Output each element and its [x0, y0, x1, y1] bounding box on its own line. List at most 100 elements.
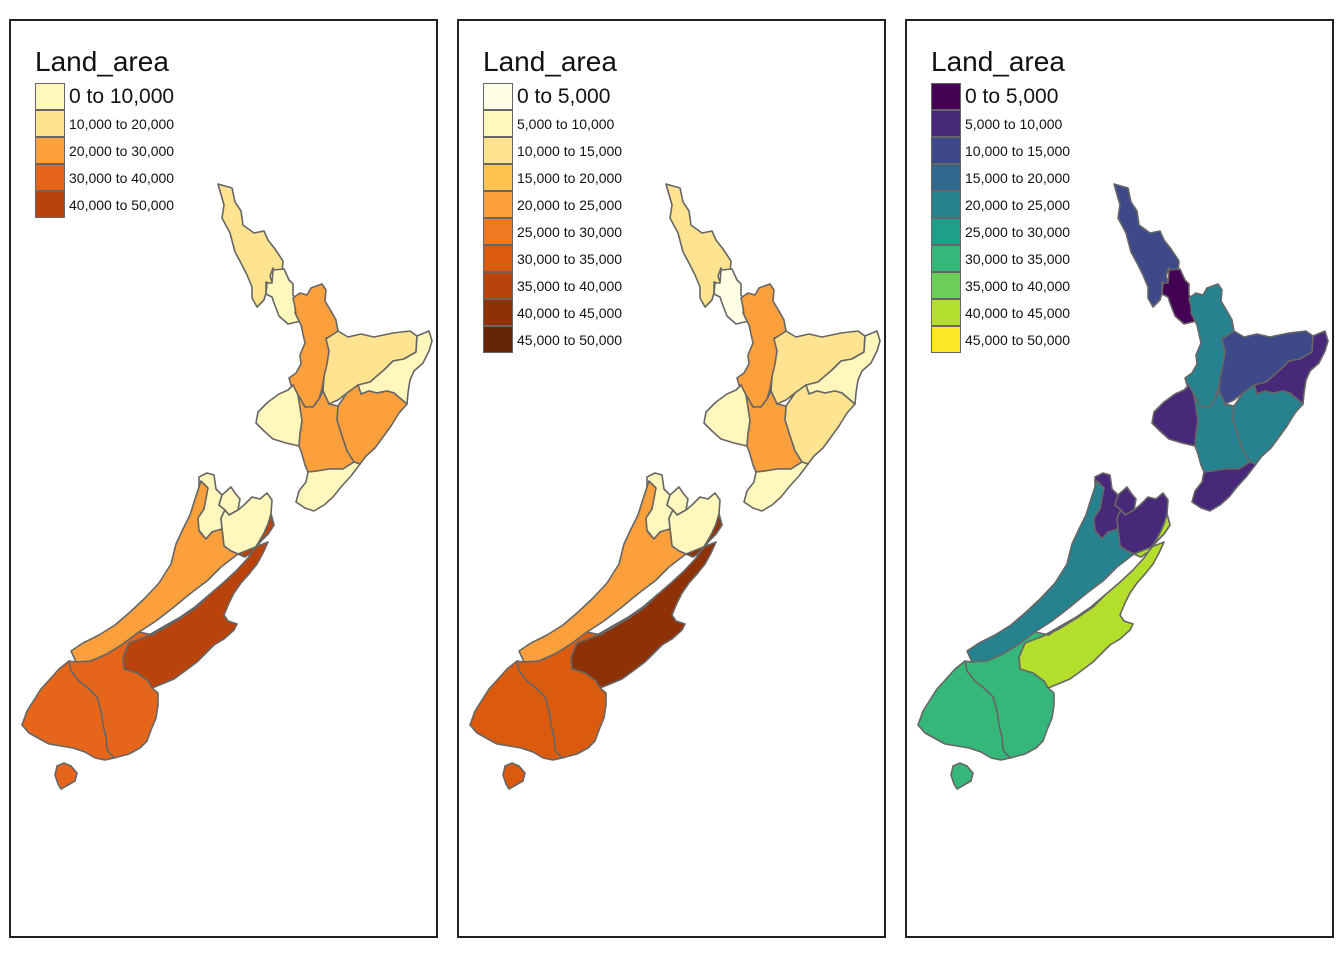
legend-label: 25,000 to 30,000: [965, 223, 1071, 240]
legend-label: 0 to 10,000: [69, 84, 175, 108]
legend-label: 30,000 to 35,000: [517, 250, 623, 267]
legend-swatch: [483, 164, 513, 191]
map-panel-3: Land_area 0 to 5,000 5,000 to 10,000 10,00…: [905, 19, 1334, 938]
legend-label: 35,000 to 40,000: [517, 277, 623, 294]
legend-item: 15,000 to 20,000: [931, 164, 1070, 191]
legend-swatch: [931, 137, 961, 164]
region-auckland: [1161, 268, 1198, 325]
legend-item: 10,000 to 15,000: [931, 137, 1070, 164]
legend-item: 20,000 to 25,000: [483, 191, 622, 218]
legend-item: 0 to 5,000: [931, 83, 1070, 110]
legend-item: 5,000 to 10,000: [931, 110, 1070, 137]
legend-swatch: [931, 245, 961, 272]
legend-swatch: [931, 272, 961, 299]
legend-swatch: [483, 245, 513, 272]
legend-swatch: [483, 191, 513, 218]
region-southland: [469, 660, 563, 761]
legend-title: Land_area: [35, 46, 169, 77]
legend-label: 35,000 to 40,000: [965, 277, 1071, 294]
legend-item: 35,000 to 40,000: [931, 272, 1070, 299]
legend-swatch: [483, 272, 513, 299]
legend-label: 5,000 to 10,000: [965, 115, 1063, 132]
legend-swatch: [483, 83, 513, 110]
legend-label: 20,000 to 25,000: [517, 196, 623, 213]
legend-item: 40,000 to 45,000: [931, 299, 1070, 326]
legend-swatch: [35, 191, 65, 218]
legend-item: 20,000 to 30,000: [35, 137, 174, 164]
legend-swatch: [483, 326, 513, 353]
legend-item: 40,000 to 45,000: [483, 299, 622, 326]
legend-2: Land_area 0 to 5,000 5,000 to 10,000 10,00…: [483, 45, 622, 353]
nz-map-2: [469, 183, 881, 790]
legend-label: 30,000 to 35,000: [965, 250, 1071, 267]
legend-swatch: [931, 164, 961, 191]
legend-item: 10,000 to 20,000: [35, 110, 174, 137]
legend-swatch: [931, 299, 961, 326]
legend-swatch: [35, 83, 65, 110]
legend-item: 5,000 to 10,000: [483, 110, 622, 137]
legend-swatch: [483, 137, 513, 164]
region-wellington: [743, 461, 809, 512]
legend-title: Land_area: [483, 46, 617, 77]
legend-title: Land_area: [931, 46, 1065, 77]
legend-swatch: [483, 110, 513, 137]
legend-swatch: [931, 191, 961, 218]
legend-label: 10,000 to 15,000: [517, 142, 623, 159]
legend-label: 20,000 to 25,000: [965, 196, 1071, 213]
legend-label: 30,000 to 40,000: [69, 169, 175, 186]
map-panel-2: Land_area 0 to 5,000 5,000 to 10,000 10,00…: [457, 19, 886, 938]
nz-map-1: [21, 183, 433, 790]
legend-item: 40,000 to 50,000: [35, 191, 174, 218]
legend-label: 15,000 to 20,000: [965, 169, 1071, 186]
legend-label: 40,000 to 45,000: [517, 304, 623, 321]
legend-label: 5,000 to 10,000: [517, 115, 615, 132]
legend-label: 25,000 to 30,000: [517, 223, 623, 240]
legend-item: 30,000 to 35,000: [931, 245, 1070, 272]
region-taranaki: [255, 384, 306, 447]
legend-swatch: [35, 137, 65, 164]
legend-items: 0 to 5,000 5,000 to 10,000 10,000 to 15,00…: [483, 83, 622, 353]
legend-label: 0 to 5,000: [517, 84, 611, 108]
region-stewart: [54, 762, 78, 790]
legend-label: 40,000 to 45,000: [965, 304, 1071, 321]
legend-label: 10,000 to 15,000: [965, 142, 1071, 159]
legend-swatch: [35, 164, 65, 191]
legend-item: 25,000 to 30,000: [483, 218, 622, 245]
legend-label: 45,000 to 50,000: [517, 331, 623, 348]
legend-items: 0 to 5,000 5,000 to 10,000 10,000 to 15,00…: [931, 83, 1070, 353]
legend-item: 35,000 to 40,000: [483, 272, 622, 299]
legend-item: 45,000 to 50,000: [931, 326, 1070, 353]
legend-3: Land_area 0 to 5,000 5,000 to 10,000 10,00…: [931, 45, 1070, 353]
legend-item: 0 to 5,000: [483, 83, 622, 110]
legend-item: 25,000 to 30,000: [931, 218, 1070, 245]
legend-swatch: [931, 326, 961, 353]
map-panel-1: Land_area 0 to 10,000 10,000 to 20,000 20,…: [9, 19, 438, 938]
nz-map-3: [917, 183, 1329, 790]
legend-swatch: [931, 218, 961, 245]
legend-items: 0 to 10,000 10,000 to 20,000 20,000 to 30,…: [35, 83, 174, 218]
legend-swatch: [483, 218, 513, 245]
region-southland: [21, 660, 115, 761]
region-southland: [917, 660, 1011, 761]
region-auckland: [265, 268, 302, 325]
legend-item: 45,000 to 50,000: [483, 326, 622, 353]
legend-item: 0 to 10,000: [35, 83, 174, 110]
legend-item: 10,000 to 15,000: [483, 137, 622, 164]
region-wellington: [1191, 461, 1257, 512]
legend-item: 30,000 to 40,000: [35, 164, 174, 191]
legend-label: 20,000 to 30,000: [69, 142, 175, 159]
region-taranaki: [703, 384, 754, 447]
legend-label: 0 to 5,000: [965, 84, 1059, 108]
legend-swatch: [931, 110, 961, 137]
legend-item: 20,000 to 25,000: [931, 191, 1070, 218]
region-stewart: [950, 762, 974, 790]
legend-label: 45,000 to 50,000: [965, 331, 1071, 348]
legend-1: Land_area 0 to 10,000 10,000 to 20,000 20,…: [35, 45, 174, 218]
legend-swatch: [483, 299, 513, 326]
legend-swatch: [931, 83, 961, 110]
legend-label: 15,000 to 20,000: [517, 169, 623, 186]
region-wellington: [295, 461, 361, 512]
legend-label: 40,000 to 50,000: [69, 196, 175, 213]
legend-swatch: [35, 110, 65, 137]
legend-item: 30,000 to 35,000: [483, 245, 622, 272]
